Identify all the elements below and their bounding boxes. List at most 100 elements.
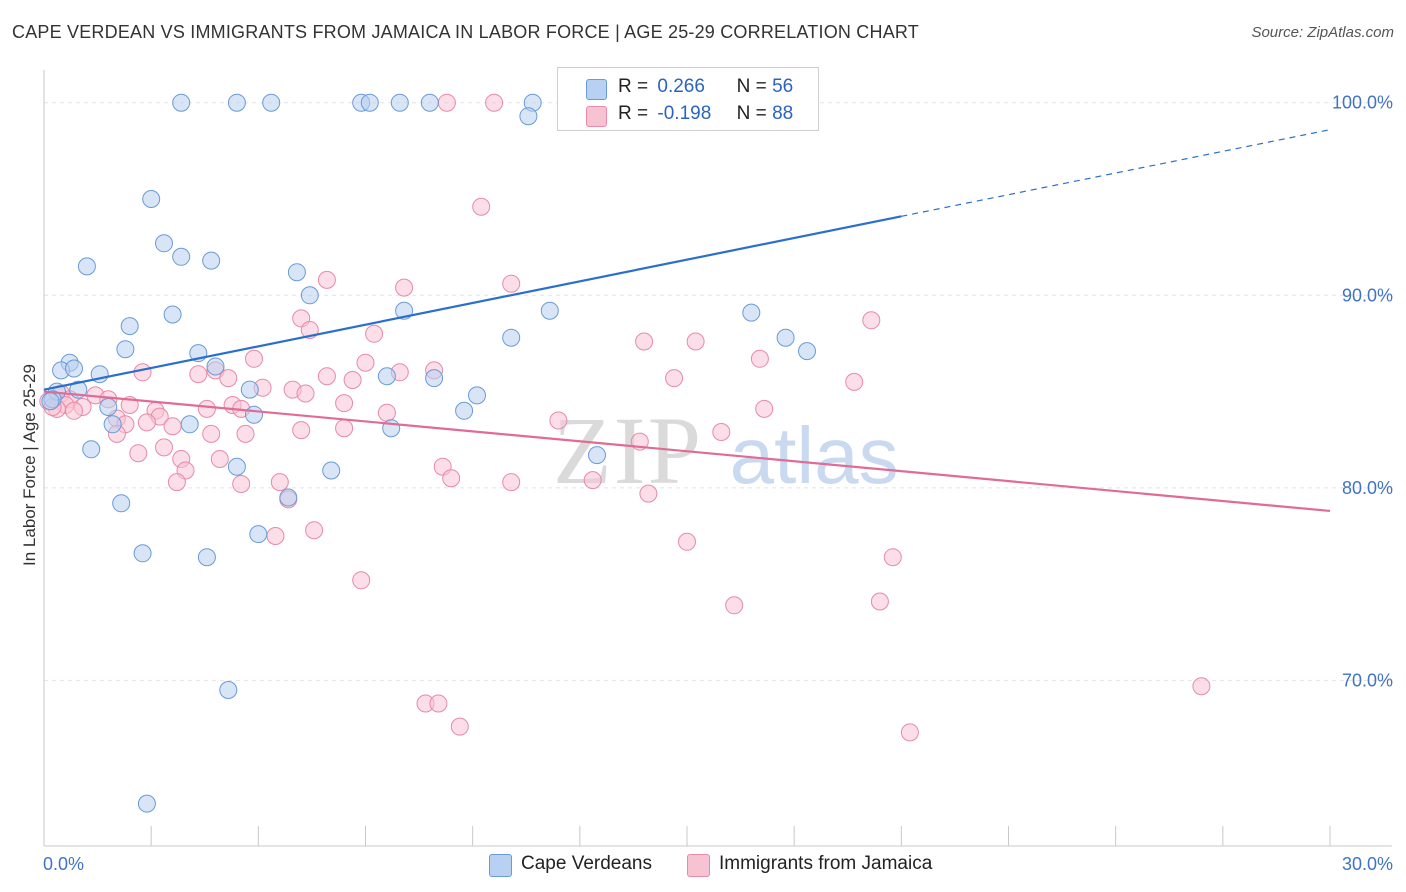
- data-point: [420, 93, 439, 112]
- data-point: [197, 399, 216, 418]
- bottom-legend-swatch-blue: [489, 854, 512, 877]
- data-point: [133, 544, 152, 563]
- data-point: [437, 93, 456, 112]
- legend-r-value: -0.198: [657, 103, 712, 124]
- x-tick-label: 30.0%: [1342, 854, 1393, 874]
- series-jamaica-points: [39, 93, 1211, 742]
- tick-labels: 70.0% 80.0% 90.0% 100.0% 0.0% 30.0%: [43, 93, 1393, 874]
- data-point: [163, 305, 182, 324]
- data-point: [197, 548, 216, 567]
- data-point: [82, 440, 101, 459]
- data-point: [129, 444, 148, 463]
- legend-n-label: N =: [736, 76, 767, 97]
- chart-title: CAPE VERDEAN VS IMMIGRANTS FROM JAMAICA …: [12, 22, 919, 42]
- data-point: [870, 592, 889, 611]
- data-point: [883, 548, 902, 567]
- data-point: [450, 717, 469, 736]
- data-point: [678, 532, 696, 551]
- watermark-atlas: atlas: [729, 411, 899, 500]
- data-point: [137, 794, 156, 813]
- data-point: [639, 484, 658, 503]
- series-cape-verdeans-points: [41, 93, 816, 813]
- bottom-legend-label: Cape Verdeans: [521, 853, 652, 874]
- data-point: [845, 372, 864, 391]
- data-point: [352, 571, 371, 590]
- data-point: [249, 525, 268, 544]
- data-point: [377, 367, 396, 386]
- data-point: [360, 93, 379, 112]
- trend-line: [43, 390, 1331, 513]
- y-tick-label: 70.0%: [1342, 670, 1393, 690]
- data-point: [99, 398, 118, 416]
- data-point: [155, 234, 173, 253]
- data-point: [742, 303, 761, 322]
- data-point: [485, 93, 504, 112]
- data-point: [287, 263, 306, 282]
- data-point: [317, 367, 336, 386]
- y-tick-label: 100.0%: [1332, 93, 1393, 113]
- watermark: ZIP atlas: [553, 395, 899, 506]
- data-point: [172, 93, 191, 112]
- legend-n-value: 56: [772, 76, 794, 97]
- data-point: [202, 424, 221, 443]
- data-point: [377, 403, 396, 422]
- data-point: [429, 694, 448, 713]
- data-point: [343, 371, 362, 389]
- data-point: [900, 723, 919, 742]
- data-point: [245, 349, 263, 368]
- data-point: [502, 274, 521, 293]
- data-point: [300, 286, 319, 305]
- data-point: [686, 332, 705, 351]
- data-point: [155, 438, 173, 457]
- data-point: [395, 278, 414, 297]
- data-point: [468, 386, 486, 405]
- data-point: [41, 392, 60, 411]
- data-point: [142, 190, 161, 208]
- y-tick-label: 90.0%: [1342, 285, 1393, 305]
- data-point: [279, 488, 298, 507]
- data-point: [502, 328, 521, 347]
- data-point: [776, 328, 795, 347]
- legend-r-label: R =: [618, 103, 649, 124]
- data-point: [862, 311, 881, 330]
- data-point: [245, 405, 263, 424]
- source-label: Source: ZipAtlas.com: [1251, 24, 1394, 41]
- trend-line: [43, 215, 902, 391]
- data-point: [635, 332, 654, 351]
- data-point: [219, 369, 238, 388]
- y-tick-label: 80.0%: [1342, 478, 1393, 498]
- data-point: [540, 301, 559, 320]
- data-point: [712, 423, 731, 441]
- x-tick-label: 0.0%: [43, 854, 84, 874]
- data-point: [262, 93, 281, 112]
- data-point: [210, 450, 229, 468]
- data-point: [202, 251, 221, 270]
- data-point: [1192, 677, 1211, 696]
- data-point: [317, 270, 336, 289]
- data-point: [103, 415, 122, 434]
- data-point: [112, 494, 131, 513]
- data-point: [549, 411, 568, 430]
- legend-n-label: N =: [736, 103, 767, 124]
- axes: [43, 70, 1392, 847]
- data-point: [665, 369, 684, 388]
- correlation-legend: R = 0.266 N = 56 R = -0.198 N = 88: [557, 67, 819, 131]
- data-point: [180, 415, 199, 434]
- data-point: [236, 424, 255, 443]
- data-point: [390, 93, 409, 112]
- data-point: [206, 357, 225, 376]
- data-point: [755, 399, 774, 418]
- legend-r-label: R =: [618, 76, 649, 97]
- data-point: [137, 413, 156, 432]
- data-point: [472, 197, 491, 216]
- data-point: [798, 342, 816, 361]
- data-point: [335, 394, 354, 413]
- data-point: [296, 384, 315, 403]
- data-point: [725, 596, 744, 615]
- bottom-legend-label: Immigrants from Jamaica: [719, 853, 933, 874]
- data-point: [116, 340, 135, 359]
- legend-swatch-pink: [586, 106, 607, 127]
- data-point: [77, 257, 96, 276]
- data-point: [442, 469, 461, 488]
